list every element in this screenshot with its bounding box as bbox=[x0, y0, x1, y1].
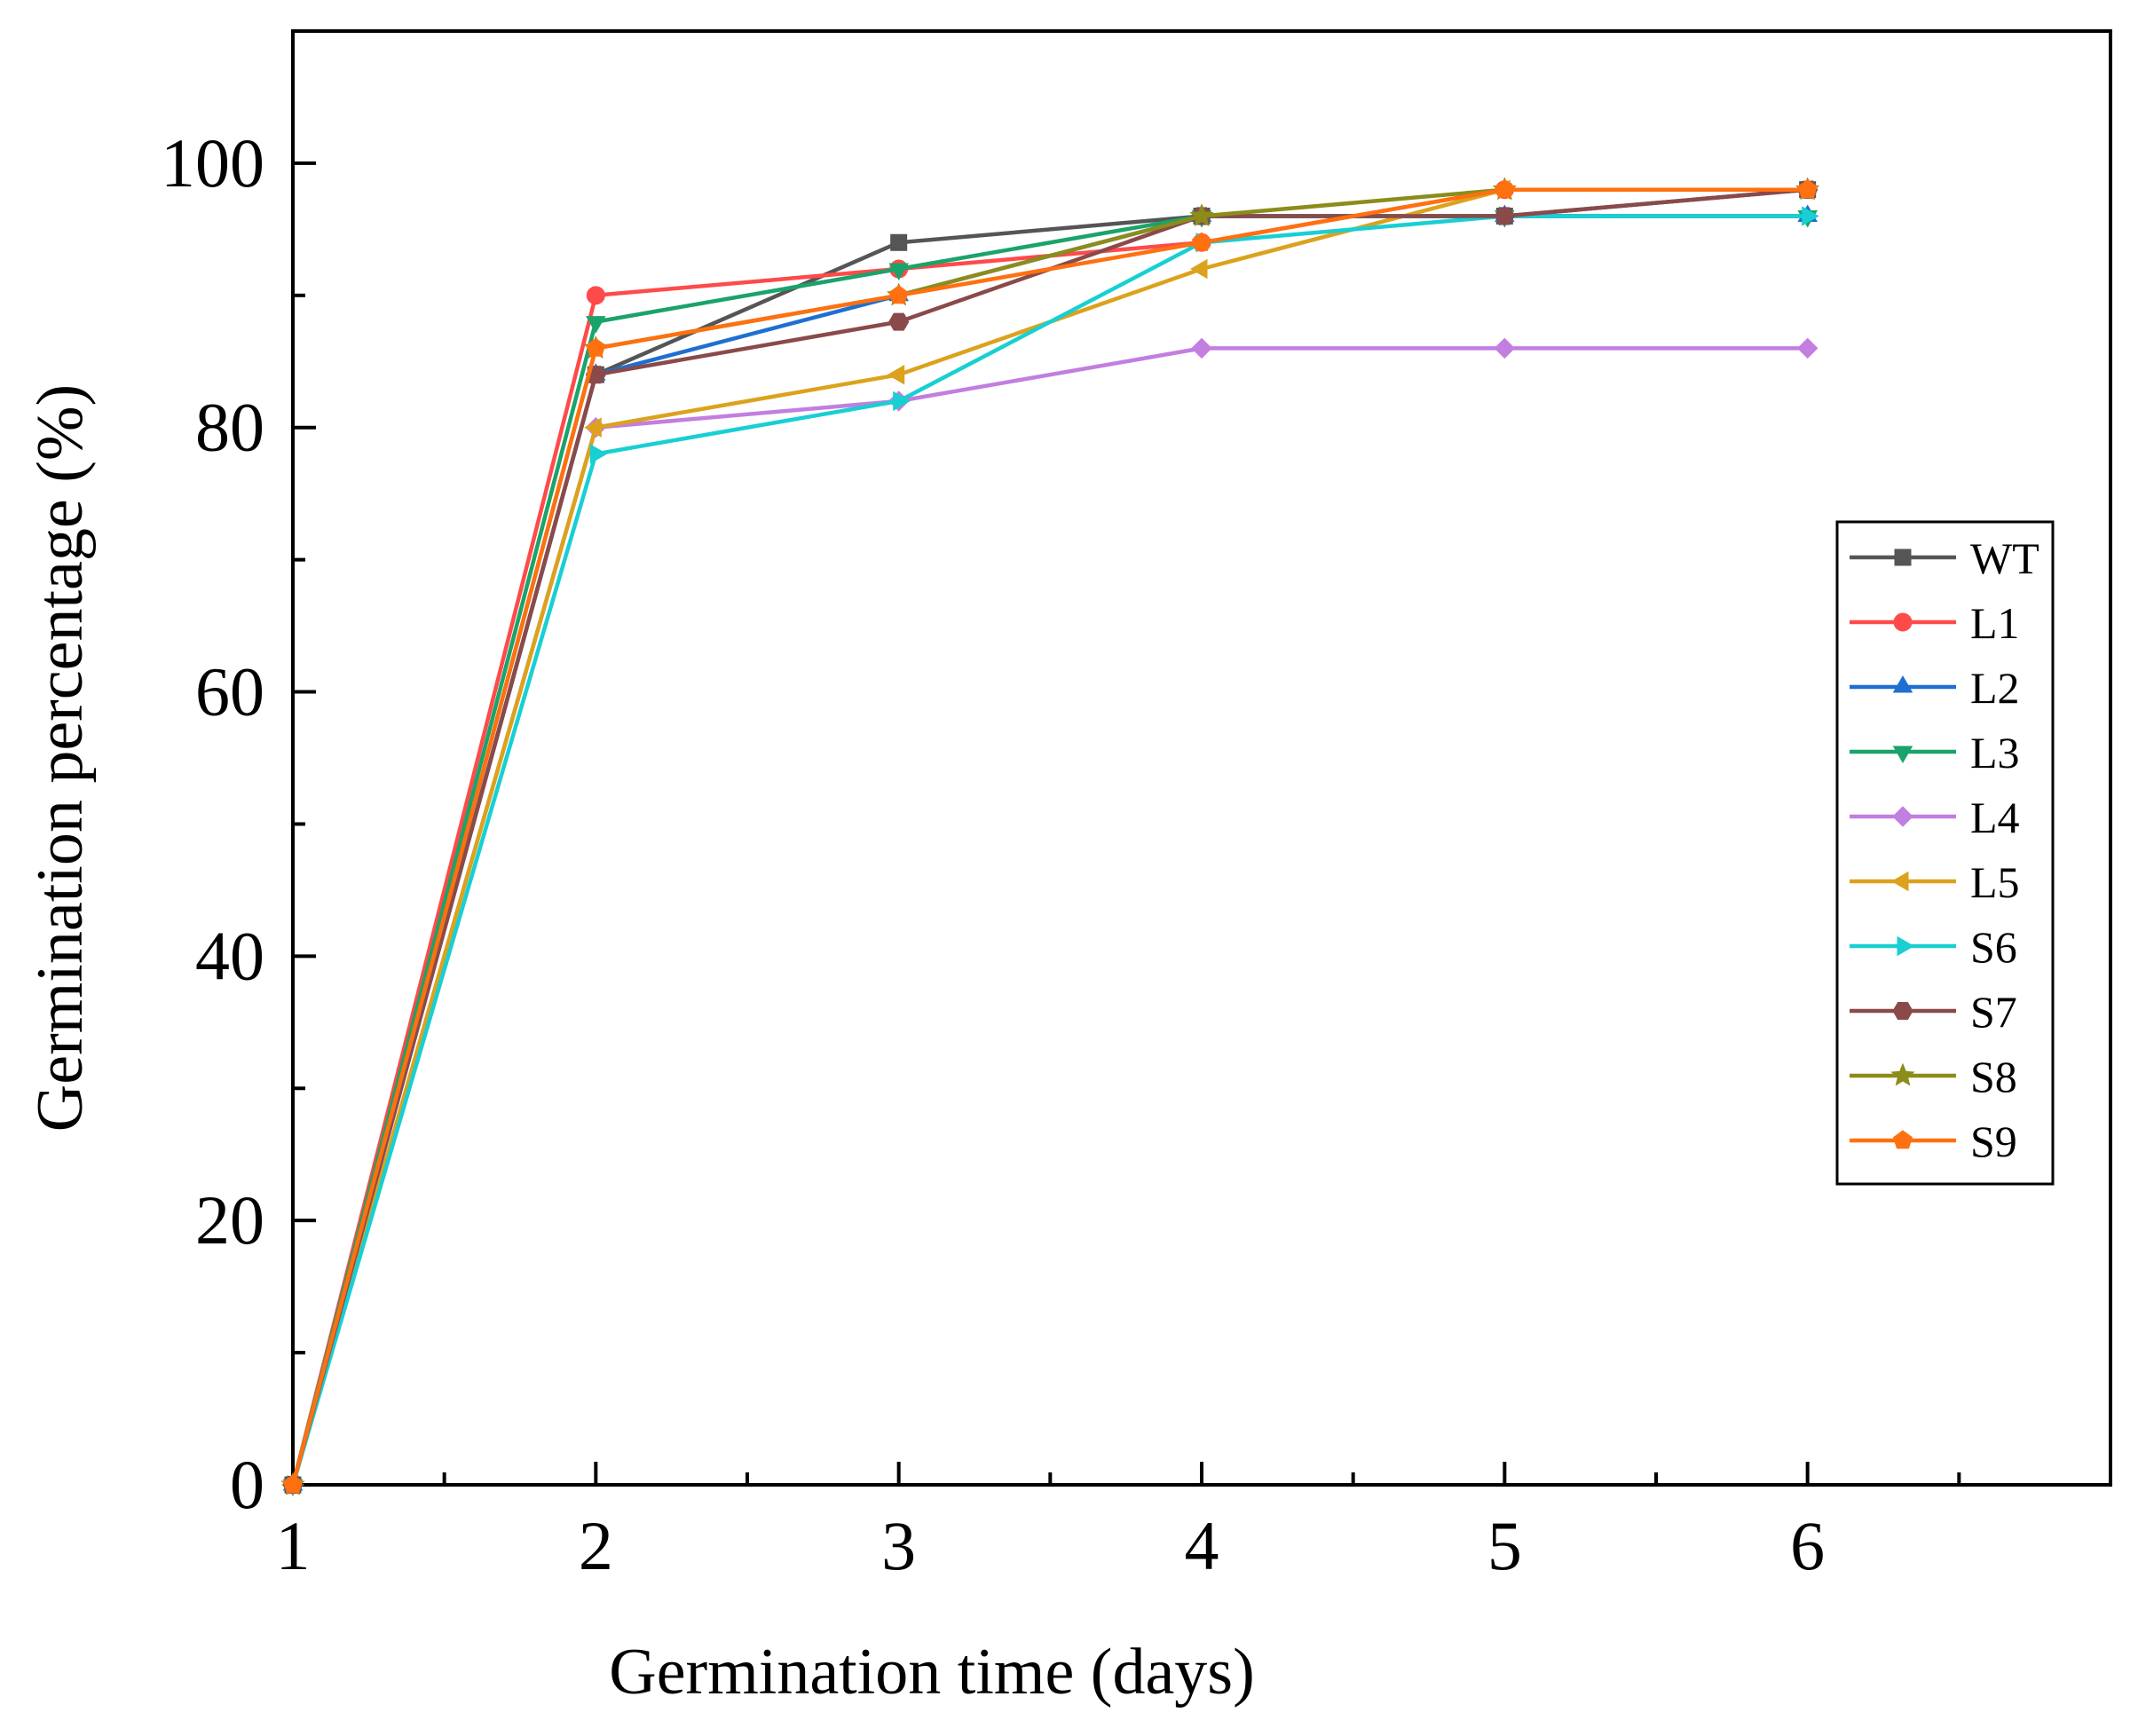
x-tick-label: 3 bbox=[881, 1507, 916, 1584]
data-point-l5 bbox=[1190, 258, 1208, 280]
legend-item: L5 bbox=[1850, 857, 2020, 907]
y-tick-label: 40 bbox=[195, 917, 264, 994]
y-tick-label: 100 bbox=[161, 124, 264, 201]
series-wt bbox=[284, 181, 1817, 1494]
data-point-s9 bbox=[586, 337, 606, 357]
data-point-s7 bbox=[888, 312, 910, 331]
series-line-s7 bbox=[290, 187, 1808, 1486]
legend-marker bbox=[1892, 675, 1913, 693]
x-tick-label: 2 bbox=[579, 1507, 613, 1584]
legend-marker bbox=[1892, 806, 1913, 827]
series-l4 bbox=[282, 337, 1818, 1495]
legend-box bbox=[1835, 520, 2055, 1186]
data-point-l3 bbox=[888, 263, 909, 280]
legend-label: L2 bbox=[1970, 663, 2020, 713]
legend-label: S6 bbox=[1970, 922, 2017, 972]
legend-marker bbox=[1892, 1130, 1913, 1149]
x-tick-label: 6 bbox=[1790, 1507, 1825, 1584]
legend-label: S8 bbox=[1970, 1052, 2017, 1101]
data-point-l4 bbox=[1494, 337, 1516, 359]
series-l2 bbox=[282, 204, 1818, 1491]
series-s6 bbox=[287, 206, 1819, 1495]
data-point-l3 bbox=[586, 316, 606, 334]
data-point-s6 bbox=[1802, 206, 1819, 226]
legend-label: L1 bbox=[1970, 598, 2020, 648]
series-l1 bbox=[283, 180, 1818, 1495]
series-line-l5 bbox=[290, 187, 1808, 1486]
y-axis-title: Germination percentage (%) bbox=[24, 384, 97, 1132]
series-line-s9 bbox=[290, 187, 1808, 1486]
legend-label: L3 bbox=[1970, 728, 2020, 777]
legend: WT L1 L2 L3 L4 L5 S6 S7 S8 S9 bbox=[1835, 520, 2055, 1186]
legend-marker bbox=[1890, 1062, 1915, 1086]
legend-marker bbox=[1892, 1002, 1913, 1020]
series-line-s8 bbox=[290, 187, 1808, 1486]
y-tick-label: 80 bbox=[195, 389, 264, 466]
legend-item: S9 bbox=[1850, 1117, 2017, 1166]
legend-label: S9 bbox=[1970, 1117, 2017, 1166]
data-point-l1 bbox=[586, 286, 605, 305]
series-line-l3 bbox=[290, 214, 1808, 1486]
legend-label: L5 bbox=[1970, 857, 2020, 907]
legend-marker bbox=[1892, 746, 1913, 763]
series-l5 bbox=[281, 179, 1814, 1495]
series-layer bbox=[280, 177, 1820, 1496]
y-tick-label: 0 bbox=[230, 1446, 264, 1523]
data-point-s6 bbox=[893, 391, 911, 412]
data-point-s9 bbox=[282, 1474, 304, 1494]
legend-marker bbox=[1893, 612, 1913, 632]
x-tick-label: 4 bbox=[1185, 1507, 1219, 1584]
y-tick-label: 20 bbox=[195, 1181, 264, 1259]
legend-item: L2 bbox=[1850, 663, 2020, 713]
series-line-l4 bbox=[290, 346, 1808, 1486]
data-point-l4 bbox=[1191, 337, 1212, 359]
series-line-wt bbox=[290, 187, 1808, 1486]
legend-item: S6 bbox=[1850, 922, 2017, 972]
x-tick-label: 5 bbox=[1487, 1507, 1522, 1584]
series-line-l1 bbox=[290, 187, 1808, 1486]
data-point-s8 bbox=[1189, 203, 1214, 227]
data-point-l5 bbox=[887, 364, 905, 385]
y-tick-label: 60 bbox=[195, 653, 264, 730]
data-point-s6 bbox=[589, 444, 608, 464]
data-point-wt bbox=[890, 233, 908, 251]
legend-label: S7 bbox=[1970, 987, 2017, 1037]
series-s9 bbox=[282, 179, 1818, 1494]
data-point-s9 bbox=[888, 285, 909, 304]
legend-item: L4 bbox=[1850, 793, 2020, 842]
data-point-s9 bbox=[1191, 232, 1212, 251]
legend-item: S8 bbox=[1850, 1052, 2017, 1101]
x-tick-label: 1 bbox=[276, 1507, 311, 1584]
data-point-s7 bbox=[1494, 207, 1515, 225]
legend-item: L3 bbox=[1850, 728, 2020, 777]
legend-marker bbox=[1891, 871, 1909, 892]
series-line-s6 bbox=[290, 214, 1808, 1486]
legend-label: L4 bbox=[1970, 793, 2020, 842]
data-point-l5 bbox=[584, 417, 602, 438]
data-point-s9 bbox=[1495, 179, 1515, 199]
series-s7 bbox=[282, 180, 1818, 1494]
legend-marker bbox=[1894, 548, 1912, 566]
legend-marker bbox=[1897, 935, 1914, 957]
data-point-l4 bbox=[1796, 337, 1818, 359]
x-axis-title: Germination time (days) bbox=[609, 1636, 1254, 1708]
legend-item: L1 bbox=[1850, 598, 2020, 648]
legend-item: S7 bbox=[1850, 987, 2017, 1037]
data-point-s9 bbox=[1797, 179, 1818, 199]
series-l3 bbox=[282, 210, 1818, 1496]
legend-label: WT bbox=[1970, 533, 2039, 583]
series-line-l2 bbox=[290, 214, 1808, 1486]
legend-item: WT bbox=[1850, 533, 2039, 583]
